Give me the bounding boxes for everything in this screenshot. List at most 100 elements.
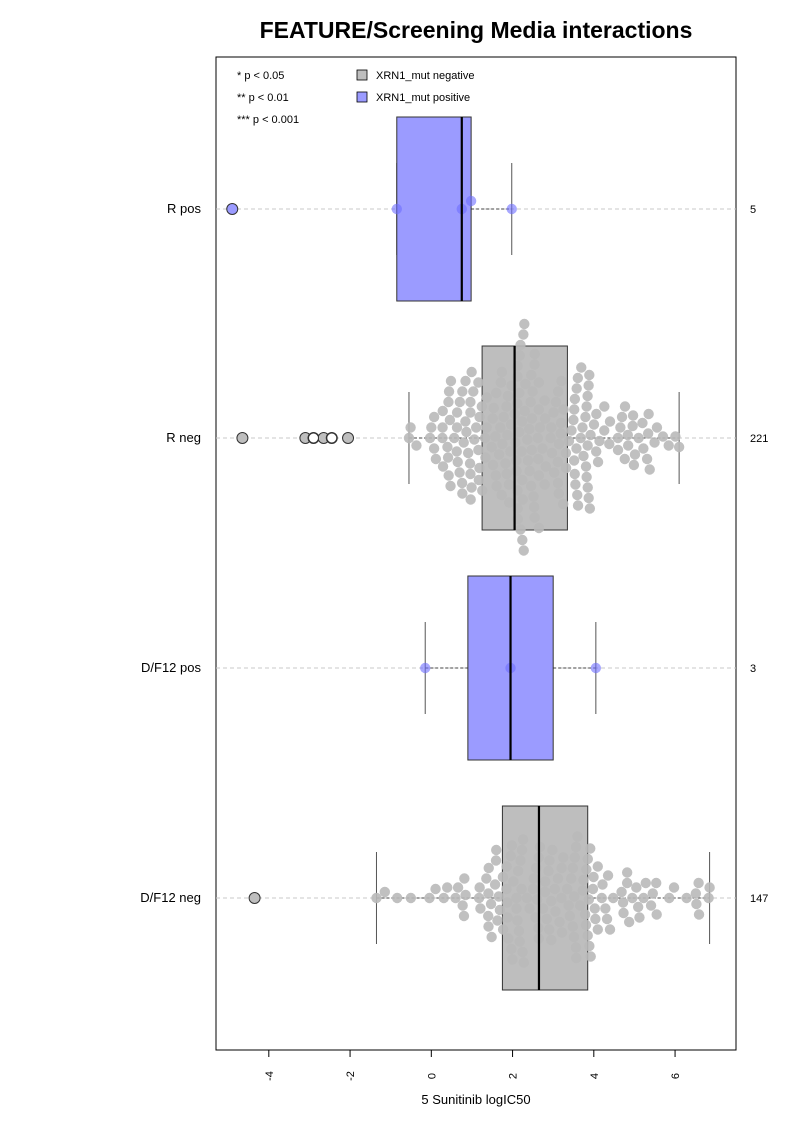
- data-point: [482, 910, 494, 922]
- data-point: [534, 422, 546, 433]
- data-point: [619, 401, 631, 412]
- data-point: [556, 892, 567, 904]
- data-point: [481, 873, 492, 884]
- data-point: [442, 452, 454, 463]
- data-point: [560, 447, 572, 459]
- data-point: [493, 891, 504, 902]
- data-point: [486, 441, 497, 453]
- data-point: [556, 375, 567, 387]
- data-point: [430, 453, 442, 465]
- data-point: [528, 491, 539, 502]
- data-point: [526, 413, 538, 424]
- data-point: [588, 419, 600, 430]
- data-point: [533, 522, 545, 534]
- data-point: [465, 494, 476, 505]
- data-point: [466, 482, 477, 493]
- data-point: [571, 952, 582, 964]
- data-point: [451, 446, 462, 457]
- data-point: [537, 443, 548, 454]
- data-point: [491, 844, 502, 856]
- data-point: [465, 407, 476, 418]
- data-point: [577, 422, 588, 433]
- data-point: [582, 440, 593, 451]
- data-point: [498, 411, 509, 423]
- data-point: [555, 417, 567, 429]
- outlier-point: [326, 432, 338, 444]
- data-point: [572, 489, 583, 501]
- data-point: [490, 855, 502, 866]
- data-point: [566, 873, 577, 884]
- data-point: [480, 452, 491, 463]
- data-point: [476, 401, 488, 412]
- data-point: [645, 900, 657, 911]
- data-point: [474, 882, 485, 893]
- data-point: [581, 401, 592, 412]
- data-point: [602, 870, 614, 881]
- data-point: [621, 877, 633, 889]
- outlier-point: [226, 203, 239, 215]
- data-point: [437, 432, 448, 444]
- data-point: [518, 545, 529, 556]
- data-point: [568, 414, 579, 426]
- x-tick-label: 0: [426, 1073, 438, 1079]
- data-point: [495, 422, 506, 433]
- data-point: [460, 889, 471, 901]
- data-point: [553, 488, 564, 499]
- data-point: [552, 456, 564, 468]
- data-point: [511, 465, 522, 477]
- data-point: [582, 853, 594, 865]
- group-count: 147: [750, 893, 768, 905]
- data-point: [592, 456, 604, 468]
- data-point: [473, 377, 484, 388]
- data-point: [552, 873, 564, 884]
- data-point: [616, 411, 628, 423]
- data-point: [486, 931, 497, 943]
- marks-layer: R pos 5 R neg 221 D/F12 pos 3 D/F12 neg 147: [140, 116, 768, 991]
- data-point: [592, 861, 603, 872]
- data-point: [513, 925, 525, 937]
- data-point: [474, 411, 485, 423]
- data-point: [617, 897, 629, 908]
- data-point: [428, 443, 440, 454]
- data-point: [568, 455, 580, 466]
- data-point: [590, 913, 601, 925]
- data-point: [481, 422, 492, 433]
- data-point: [553, 386, 564, 397]
- data-point: [465, 396, 476, 408]
- data-point: [604, 416, 616, 427]
- data-point: [579, 909, 591, 920]
- data-point: [566, 425, 577, 436]
- data-point: [556, 927, 568, 938]
- data-point: [519, 405, 530, 417]
- group-label: R pos: [167, 201, 201, 216]
- data-point: [580, 411, 591, 423]
- data-point: [548, 467, 560, 478]
- data-point: [622, 429, 634, 441]
- data-point: [522, 434, 533, 445]
- data-point: [503, 933, 514, 944]
- data-point: [437, 422, 448, 433]
- data-point: [546, 934, 557, 946]
- data-point: [442, 441, 453, 453]
- data-point: [549, 883, 560, 895]
- data-point: [497, 924, 509, 935]
- data-point: [582, 390, 593, 402]
- data-point: [470, 422, 482, 433]
- data-point: [552, 477, 564, 489]
- data-point: [532, 432, 544, 444]
- data-point: [560, 462, 572, 474]
- data-point: [604, 438, 615, 450]
- data-point: [533, 404, 544, 415]
- data-point: [529, 359, 540, 370]
- data-point: [584, 940, 595, 952]
- data-point: [663, 440, 674, 451]
- data-point: [515, 855, 526, 866]
- data-point: [514, 387, 525, 399]
- data-point: [460, 416, 471, 427]
- data-point: [563, 900, 574, 911]
- data-point: [518, 957, 529, 968]
- data-point: [618, 907, 629, 919]
- data-point: [641, 453, 653, 465]
- data-point: [640, 877, 651, 889]
- legend-label-negative: XRN1_mut negative: [376, 70, 474, 82]
